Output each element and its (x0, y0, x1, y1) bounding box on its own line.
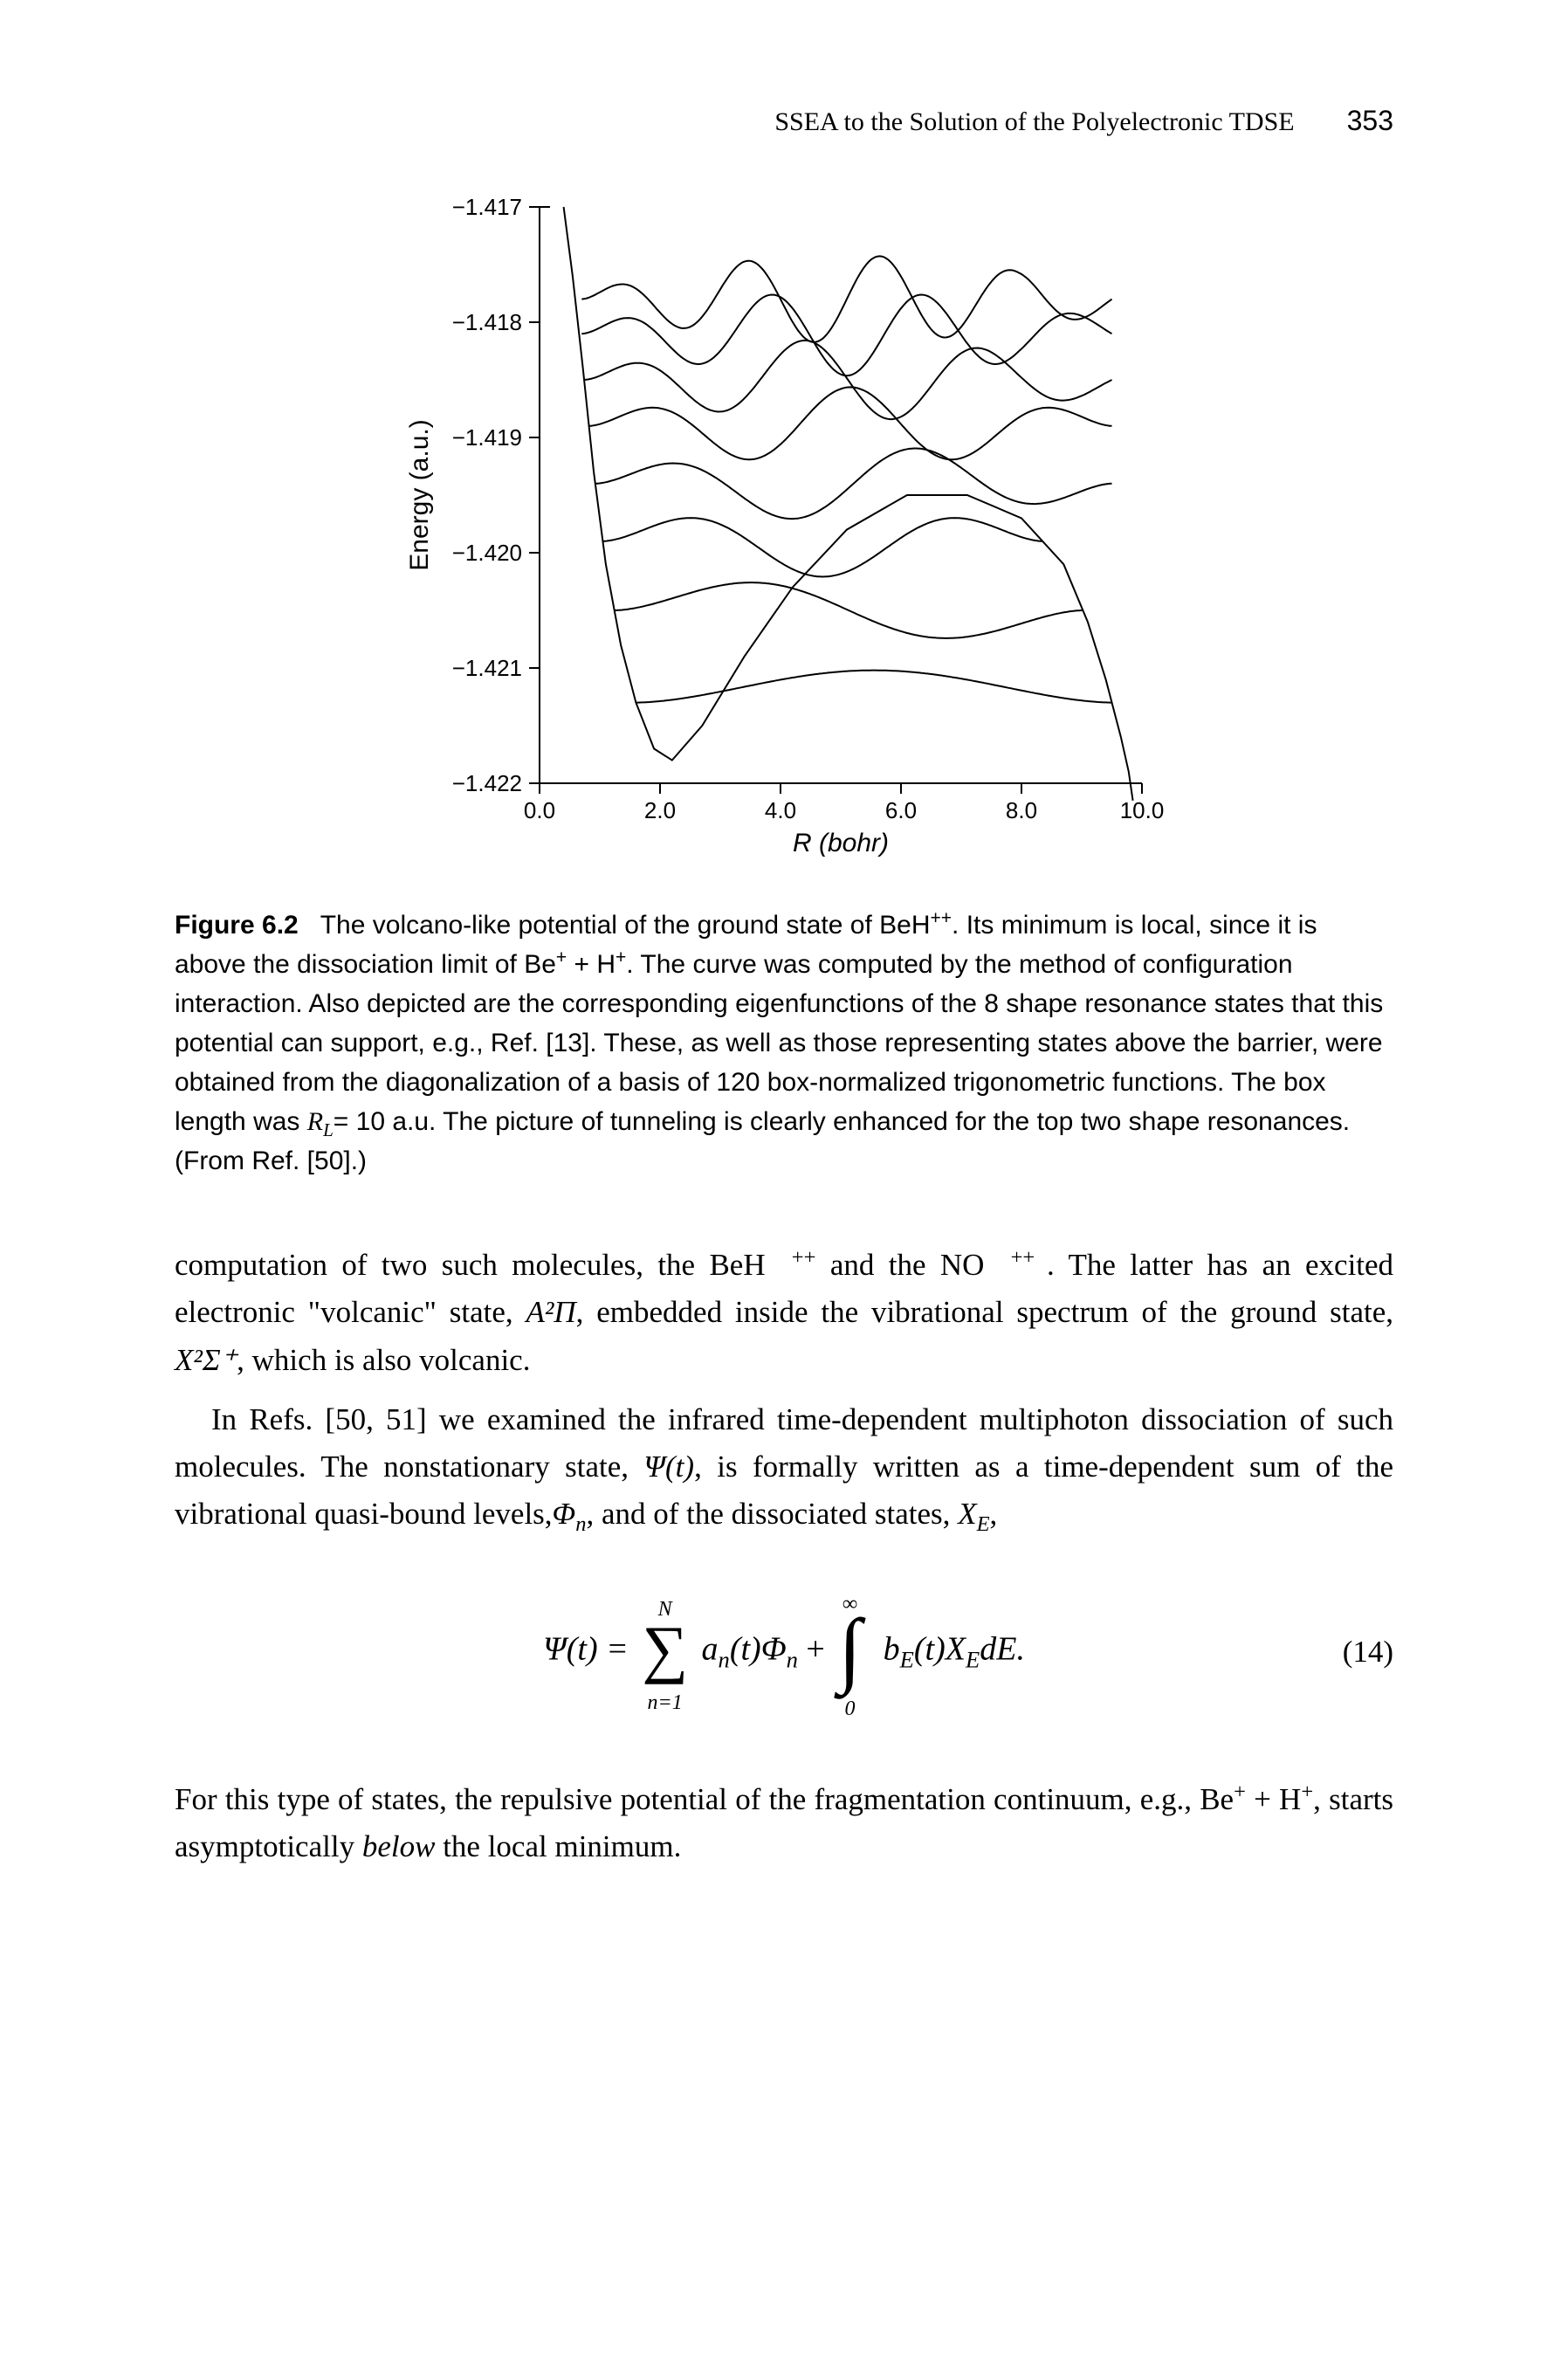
figure-svg: −1.417 −1.418 −1.419 −1.420 −1.421 −1.4220.0 2… (391, 181, 1177, 862)
svg-text:−1.418: −1.418 (452, 309, 522, 335)
svg-text:Energy (a.u.): Energy (a.u.) (405, 419, 434, 570)
equation-body: Ψ(t) = N ∑ n=1 an(t)Φn + ∞ ∫ 0 bE(t)XEdE… (543, 1580, 1025, 1724)
page-number: 353 (1347, 105, 1393, 137)
svg-text:6.0: 6.0 (885, 797, 917, 823)
svg-text:4.0: 4.0 (765, 797, 796, 823)
running-title: SSEA to the Solution of the Polyelectron… (774, 107, 1294, 137)
svg-text:−1.419: −1.419 (452, 424, 522, 451)
summation: N ∑ n=1 (642, 1586, 688, 1718)
svg-text:−1.422: −1.422 (452, 770, 522, 796)
body-paragraph-3: For this type of states, the repulsive p… (175, 1776, 1393, 1871)
caption-label: Figure 6.2 (175, 911, 299, 940)
figure-6-2: −1.417 −1.418 −1.419 −1.420 −1.421 −1.4220.0 2… (175, 181, 1393, 862)
figure-caption: Figure 6.2 The volcano-like potential of… (175, 906, 1393, 1181)
svg-text:R (bohr): R (bohr) (793, 829, 889, 857)
body-paragraph-2: In Refs. [50, 51] we examined the infrar… (175, 1396, 1393, 1539)
equation-14: Ψ(t) = N ∑ n=1 an(t)Φn + ∞ ∫ 0 bE(t)XEdE… (175, 1580, 1393, 1724)
svg-text:0.0: 0.0 (524, 797, 555, 823)
running-header: SSEA to the Solution of the Polyelectron… (175, 105, 1393, 137)
svg-text:10.0: 10.0 (1120, 797, 1165, 823)
svg-text:2.0: 2.0 (644, 797, 676, 823)
integral: ∞ ∫ 0 (838, 1580, 861, 1724)
svg-text:−1.417: −1.417 (452, 194, 522, 220)
svg-text:8.0: 8.0 (1006, 797, 1037, 823)
equation-number: (14) (1343, 1635, 1393, 1670)
svg-text:−1.420: −1.420 (452, 540, 522, 566)
body-paragraph-1: computation of two such molecules, the B… (175, 1242, 1393, 1384)
svg-text:−1.421: −1.421 (452, 655, 522, 681)
